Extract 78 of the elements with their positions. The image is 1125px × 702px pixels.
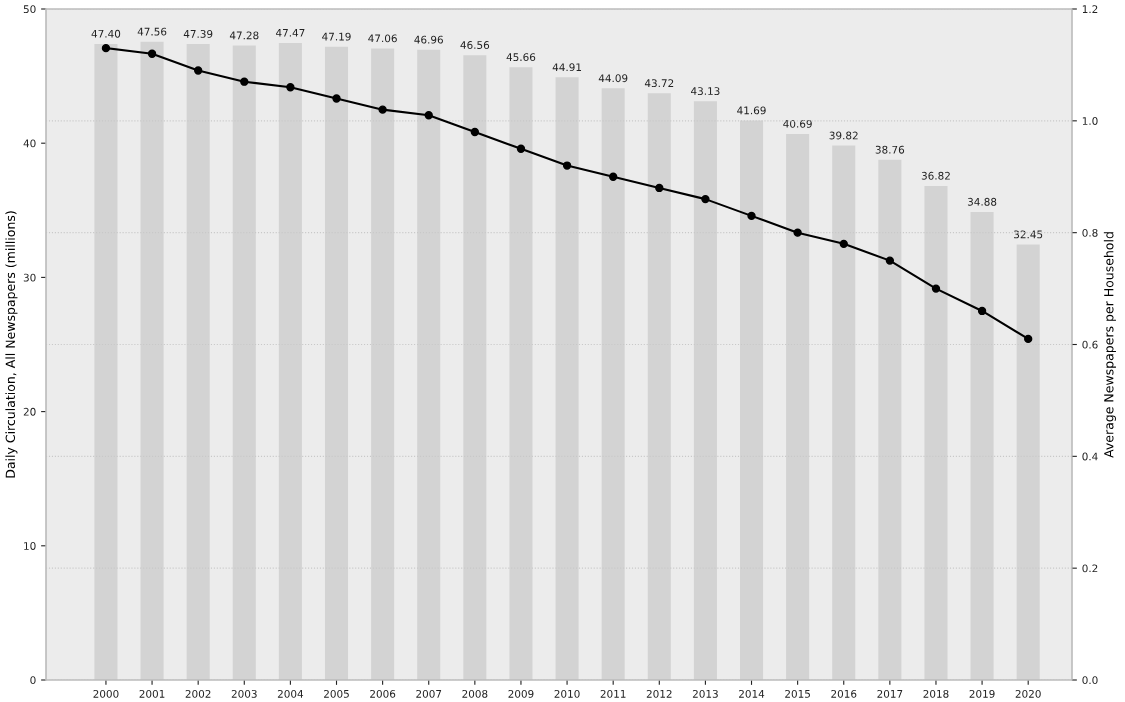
- data-label: 43.72: [644, 79, 674, 88]
- data-label: 47.47: [275, 29, 305, 37]
- point: [701, 194, 710, 204]
- y2-tick-label: 0.2: [1082, 564, 1098, 573]
- data-label: 44.91: [552, 63, 582, 72]
- point: [101, 43, 111, 53]
- point: [286, 83, 295, 92]
- x-tick-label: 2013: [692, 689, 718, 698]
- point: [147, 49, 157, 58]
- data-label: 45.66: [506, 53, 536, 62]
- x-tick-label: 2011: [600, 689, 626, 698]
- x-tick-label: 2004: [277, 689, 304, 698]
- x-tick-label: 2014: [739, 689, 765, 698]
- y2-tick-label: 0.0: [1082, 676, 1098, 685]
- y-tick-label: 30: [23, 273, 36, 282]
- x-tick-label: 2003: [231, 689, 257, 698]
- data-label: 43.13: [691, 87, 720, 96]
- y2-tick-label: 1.2: [1082, 5, 1098, 13]
- x-tick-label: 2008: [462, 689, 488, 698]
- point: [240, 77, 249, 86]
- point: [931, 284, 941, 293]
- y2-tick-label: 0.6: [1082, 340, 1098, 349]
- point: [378, 105, 387, 114]
- point: [194, 66, 203, 75]
- x-tick-label: 2010: [554, 689, 580, 698]
- y-tick-label: 0: [30, 676, 36, 685]
- x-tick-label: 2018: [923, 689, 949, 698]
- y2-axis-title: Average Newspapers per Household: [1103, 232, 1116, 458]
- y2-tick-label: 1.0: [1082, 117, 1098, 125]
- data-label: 32.45: [1014, 230, 1043, 239]
- point: [562, 161, 572, 170]
- data-label: 47.28: [229, 31, 259, 40]
- data-label: 47.06: [368, 34, 397, 43]
- point: [839, 239, 848, 249]
- y-tick-label: 10: [24, 542, 36, 550]
- point: [470, 127, 480, 137]
- point: [655, 183, 664, 193]
- data-label: 47.40: [91, 29, 121, 38]
- y-tick-label: 40: [23, 139, 36, 148]
- data-label: 41.69: [737, 106, 766, 115]
- x-tick-label: 2005: [324, 689, 349, 698]
- x-tick-label: 2020: [1015, 689, 1041, 698]
- point: [609, 172, 618, 181]
- data-label: 44.09: [598, 74, 628, 83]
- point: [977, 306, 987, 316]
- y2-tick-label: 0.8: [1082, 228, 1098, 237]
- point: [793, 228, 802, 237]
- x-tick-label: 2002: [185, 689, 211, 698]
- data-label: 34.88: [967, 197, 997, 206]
- x-tick-label: 2006: [370, 689, 396, 698]
- y-tick-label: 50: [23, 5, 36, 14]
- point: [1024, 334, 1033, 344]
- x-tick-label: 2009: [508, 689, 534, 698]
- x-tick-label: 2019: [969, 689, 995, 698]
- point: [332, 94, 341, 103]
- x-tick-label: 2016: [831, 689, 857, 698]
- x-tick-label: 2012: [646, 689, 672, 698]
- point: [885, 256, 895, 265]
- x-tick-label: 2017: [877, 689, 903, 698]
- x-tick-label: 2015: [785, 689, 810, 698]
- data-label: 36.82: [921, 171, 950, 180]
- x-tick-label: 2001: [139, 689, 165, 698]
- y-tick-label: 20: [23, 407, 36, 416]
- data-label: 47.56: [137, 27, 167, 36]
- data-label: 47.39: [183, 29, 213, 38]
- data-label: 39.82: [829, 131, 858, 140]
- point: [424, 111, 433, 120]
- x-tick-label: 2000: [93, 689, 119, 698]
- x-tick-label: 2007: [416, 689, 442, 698]
- data-label: 38.76: [875, 145, 905, 154]
- point: [747, 211, 756, 221]
- point: [516, 144, 526, 153]
- y2-tick-label: 0.4: [1082, 452, 1098, 461]
- y-axis-title: Daily Circulation, All Newspapers (millions): [5, 211, 18, 478]
- data-label: 46.96: [414, 35, 443, 44]
- data-label: 46.56: [460, 41, 490, 49]
- data-label: 40.69: [783, 119, 812, 128]
- data-label: 47.19: [322, 32, 351, 41]
